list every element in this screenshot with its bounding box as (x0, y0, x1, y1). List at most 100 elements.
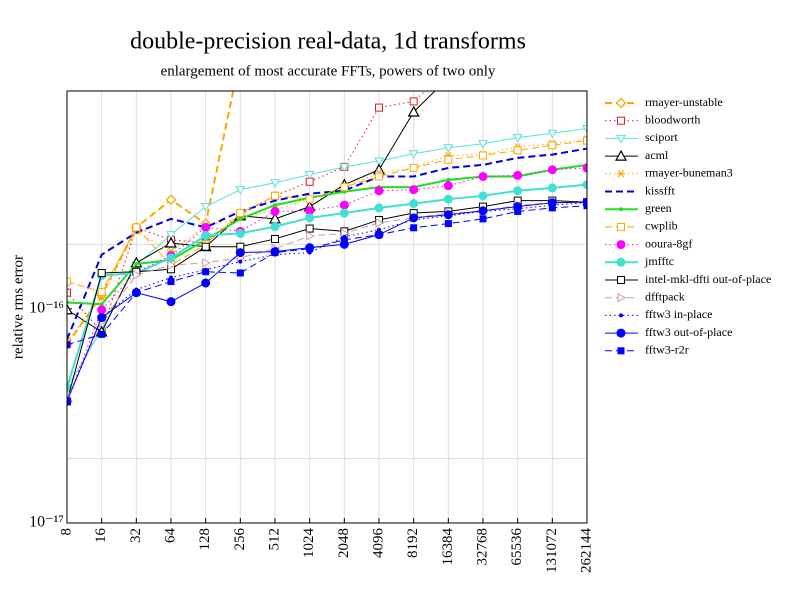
data-point (375, 172, 383, 181)
y-tick-label: 10⁻¹⁷ (29, 514, 64, 531)
series-line (67, 147, 587, 340)
x-tick-label: 16 (93, 528, 109, 544)
plot-frame (66, 90, 588, 524)
data-point (305, 213, 315, 223)
data-point (164, 236, 178, 248)
data-point (444, 220, 452, 228)
data-point (374, 186, 384, 196)
data-point (478, 140, 488, 149)
data-point (443, 210, 453, 220)
data-point (478, 191, 488, 201)
data-point (67, 341, 71, 349)
data-point (339, 163, 350, 172)
data-point (582, 124, 587, 134)
legend-marker (617, 222, 625, 231)
data-point (270, 206, 280, 216)
data-point (407, 105, 420, 117)
data-point (375, 231, 383, 239)
legend-marker (617, 276, 625, 284)
data-point (446, 177, 451, 182)
data-point (235, 248, 245, 258)
data-point (548, 204, 556, 212)
data-point (97, 287, 106, 296)
data-point (134, 261, 139, 266)
data-point (67, 396, 72, 406)
data-point (238, 259, 243, 264)
data-point (167, 278, 175, 286)
x-tick-label: 512 (266, 528, 282, 551)
data-point (167, 260, 177, 270)
y-axis-label: relative rms error (10, 255, 26, 359)
legend-marker (616, 328, 626, 338)
data-point (97, 313, 107, 323)
data-point (514, 207, 522, 215)
legend-marker (615, 97, 627, 109)
legend-marker (617, 292, 627, 303)
legend-marker (614, 149, 628, 161)
data-point (339, 208, 349, 218)
data-point (201, 222, 211, 232)
data-point (238, 216, 243, 221)
x-tick-label: 32768 (474, 528, 490, 566)
legend-label: dfftpack (645, 289, 685, 303)
data-point (478, 171, 488, 181)
legend-marker (617, 169, 625, 178)
data-point (340, 183, 349, 192)
legend-marker (617, 347, 625, 355)
legend-marker (617, 116, 625, 125)
data-point (547, 183, 557, 193)
data-point (375, 103, 383, 112)
legend-label: acml (645, 148, 669, 162)
data-point (97, 305, 107, 315)
series-line (67, 183, 587, 388)
series-line (67, 163, 587, 306)
data-point (97, 268, 106, 277)
legend-marker (616, 257, 626, 267)
legend-label: rmayer-buneman3 (645, 166, 733, 180)
data-point (201, 242, 210, 251)
data-point (67, 288, 71, 297)
legend-label: fftw3-r2r (645, 343, 689, 357)
x-tick-label: 65536 (509, 528, 525, 566)
data-point (513, 146, 522, 155)
legend-label: fftw3 out-of-place (645, 325, 732, 339)
data-point (339, 200, 349, 210)
data-point (374, 157, 384, 167)
data-point (374, 203, 384, 213)
data-point (479, 215, 487, 223)
legend-label: fftw3 in-place (645, 307, 712, 321)
data-point (235, 186, 246, 195)
x-tick-label: 8192 (405, 528, 421, 558)
legend-label: rmayer-unstable (645, 95, 723, 109)
series-line (67, 205, 587, 346)
series-line (67, 127, 587, 388)
data-point (583, 136, 587, 145)
data-point (271, 191, 279, 200)
y-tick-label: 10⁻¹⁶ (29, 299, 64, 316)
x-tick-label: 8 (58, 528, 74, 536)
data-point (409, 97, 418, 106)
legend-label: kissfft (645, 183, 675, 197)
data-point (409, 213, 419, 223)
legend-label: jmfftc (644, 254, 674, 268)
x-tick-label: 2048 (336, 528, 352, 558)
data-point (409, 163, 418, 172)
data-point (408, 150, 419, 159)
data-point (270, 222, 280, 232)
x-tick-label: 64 (162, 528, 178, 544)
legend-label: sciport (645, 130, 678, 144)
series-line (67, 201, 587, 400)
data-point (67, 303, 74, 315)
data-point (582, 180, 587, 190)
data-point (132, 270, 142, 280)
data-point (166, 231, 176, 240)
x-tick-label: 262144 (578, 528, 594, 574)
legend-label: intel-mkl-dfti out-of-place (645, 272, 771, 286)
series-line (67, 91, 426, 333)
chart-subtitle: enlargement of most accurate FFTs, power… (161, 63, 496, 79)
x-tick-label: 128 (197, 528, 213, 551)
data-point (305, 195, 314, 204)
data-point (235, 228, 245, 238)
data-point (582, 163, 587, 173)
